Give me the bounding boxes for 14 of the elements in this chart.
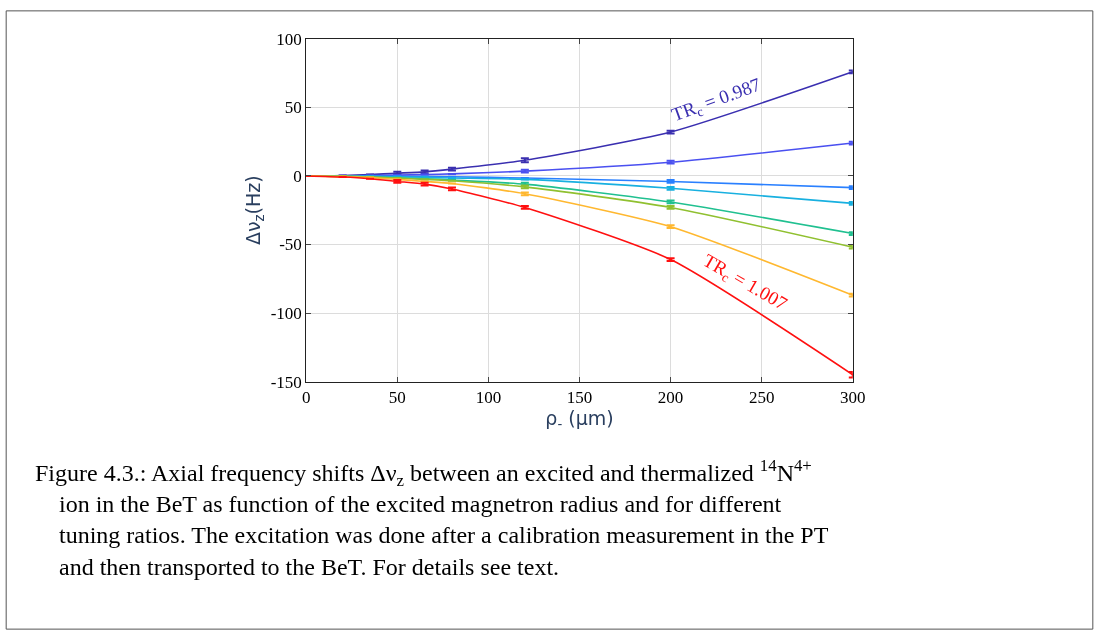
x-tick-label: 300 xyxy=(840,387,866,407)
x-tick-label: 50 xyxy=(388,387,406,407)
x-tick-label: 200 xyxy=(657,387,684,407)
x-tick-label: 100 xyxy=(475,387,502,407)
y-tick-label: -100 xyxy=(270,303,302,323)
text: Figure 4.3.: Axial frequency shifts Δν$_{z}$ between an excited and thermalized $^{14}$N$^{4+}$ ion in the BeT as function of the excited magnetron radius and for different tuning ratios. The excitation was done after a calibration measurement in the PT and then transported to the BeT. For details see text. xyxy=(35,456,829,580)
x-axis-title: ρ$_{-}$ (μm) xyxy=(545,406,614,432)
y-tick-label: -50 xyxy=(279,235,302,255)
y-tick-label: 50 xyxy=(284,98,302,118)
y-tick-label: 0 xyxy=(293,166,302,186)
x-tick-label: 150 xyxy=(566,387,593,407)
y-tick-label: -150 xyxy=(270,372,302,392)
x-tick-label: 250 xyxy=(748,387,775,407)
y-tick-label: 100 xyxy=(276,29,302,49)
